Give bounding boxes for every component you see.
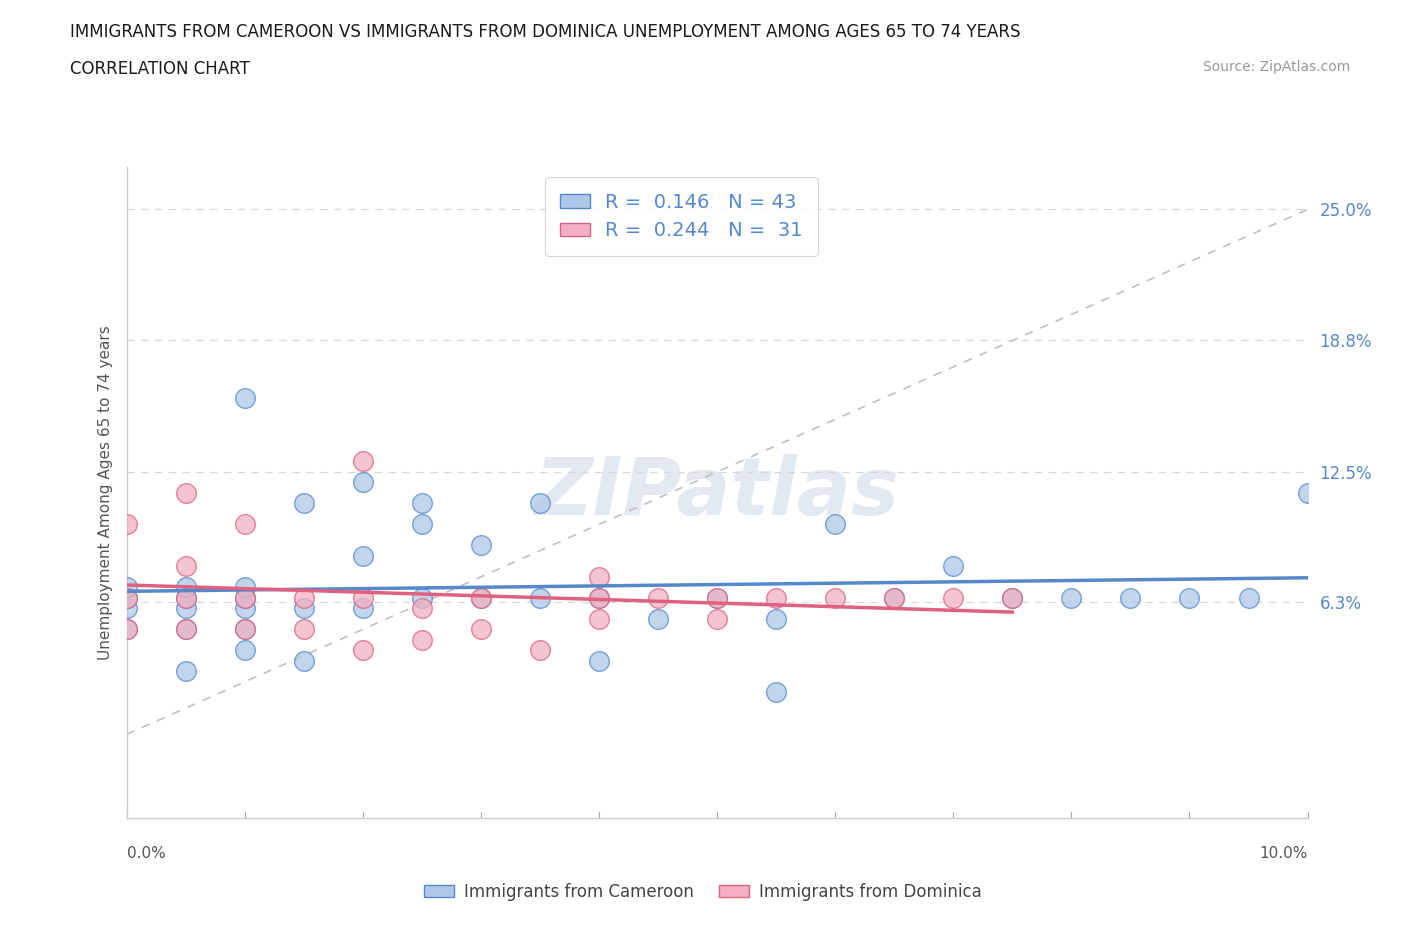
Point [352, 601, 374, 616]
Point [233, 591, 256, 605]
Point [411, 496, 433, 511]
Point [824, 517, 846, 532]
Point [292, 496, 315, 511]
Point [174, 622, 197, 637]
Point [1119, 591, 1142, 605]
Point [292, 622, 315, 637]
Point [470, 622, 492, 637]
Point [411, 591, 433, 605]
Point [765, 611, 787, 626]
Point [942, 559, 965, 574]
Point [174, 591, 197, 605]
Point [706, 591, 728, 605]
Point [115, 591, 138, 605]
Text: 0.0%: 0.0% [127, 846, 166, 861]
Point [765, 685, 787, 700]
Legend: R =  0.146   N = 43, R =  0.244   N =  31: R = 0.146 N = 43, R = 0.244 N = 31 [546, 177, 818, 256]
Point [174, 591, 197, 605]
Point [1178, 591, 1201, 605]
Point [233, 622, 256, 637]
Point [174, 559, 197, 574]
Text: 10.0%: 10.0% [1260, 846, 1308, 861]
Point [470, 538, 492, 552]
Point [292, 654, 315, 669]
Point [647, 611, 669, 626]
Point [588, 591, 610, 605]
Point [706, 611, 728, 626]
Point [588, 591, 610, 605]
Point [529, 591, 551, 605]
Y-axis label: Unemployment Among Ages 65 to 74 years: Unemployment Among Ages 65 to 74 years [97, 326, 112, 660]
Point [233, 517, 256, 532]
Point [233, 580, 256, 595]
Point [174, 580, 197, 595]
Point [352, 549, 374, 564]
Point [352, 591, 374, 605]
Point [942, 591, 965, 605]
Point [233, 622, 256, 637]
Point [1296, 485, 1319, 500]
Point [529, 643, 551, 658]
Point [174, 601, 197, 616]
Point [1001, 591, 1024, 605]
Point [352, 475, 374, 490]
Text: Source: ZipAtlas.com: Source: ZipAtlas.com [1202, 60, 1350, 74]
Text: IMMIGRANTS FROM CAMEROON VS IMMIGRANTS FROM DOMINICA UNEMPLOYMENT AMONG AGES 65 : IMMIGRANTS FROM CAMEROON VS IMMIGRANTS F… [70, 23, 1021, 41]
Point [352, 454, 374, 469]
Point [115, 580, 138, 595]
Point [233, 391, 256, 405]
Point [529, 496, 551, 511]
Point [174, 664, 197, 679]
Point [1001, 591, 1024, 605]
Point [824, 591, 846, 605]
Point [470, 591, 492, 605]
Point [352, 643, 374, 658]
Point [883, 591, 905, 605]
Point [883, 591, 905, 605]
Point [647, 591, 669, 605]
Point [174, 622, 197, 637]
Point [588, 611, 610, 626]
Point [588, 654, 610, 669]
Point [470, 591, 492, 605]
Point [292, 591, 315, 605]
Point [115, 591, 138, 605]
Point [115, 622, 138, 637]
Point [411, 601, 433, 616]
Point [233, 643, 256, 658]
Legend: Immigrants from Cameroon, Immigrants from Dominica: Immigrants from Cameroon, Immigrants fro… [418, 876, 988, 908]
Point [233, 601, 256, 616]
Point [411, 632, 433, 647]
Point [115, 601, 138, 616]
Point [1060, 591, 1083, 605]
Text: CORRELATION CHART: CORRELATION CHART [70, 60, 250, 78]
Text: ZIPatlas: ZIPatlas [534, 454, 900, 532]
Point [115, 517, 138, 532]
Point [706, 591, 728, 605]
Point [174, 485, 197, 500]
Point [588, 569, 610, 584]
Point [115, 622, 138, 637]
Point [765, 591, 787, 605]
Point [1237, 591, 1260, 605]
Point [233, 591, 256, 605]
Point [411, 517, 433, 532]
Point [292, 601, 315, 616]
